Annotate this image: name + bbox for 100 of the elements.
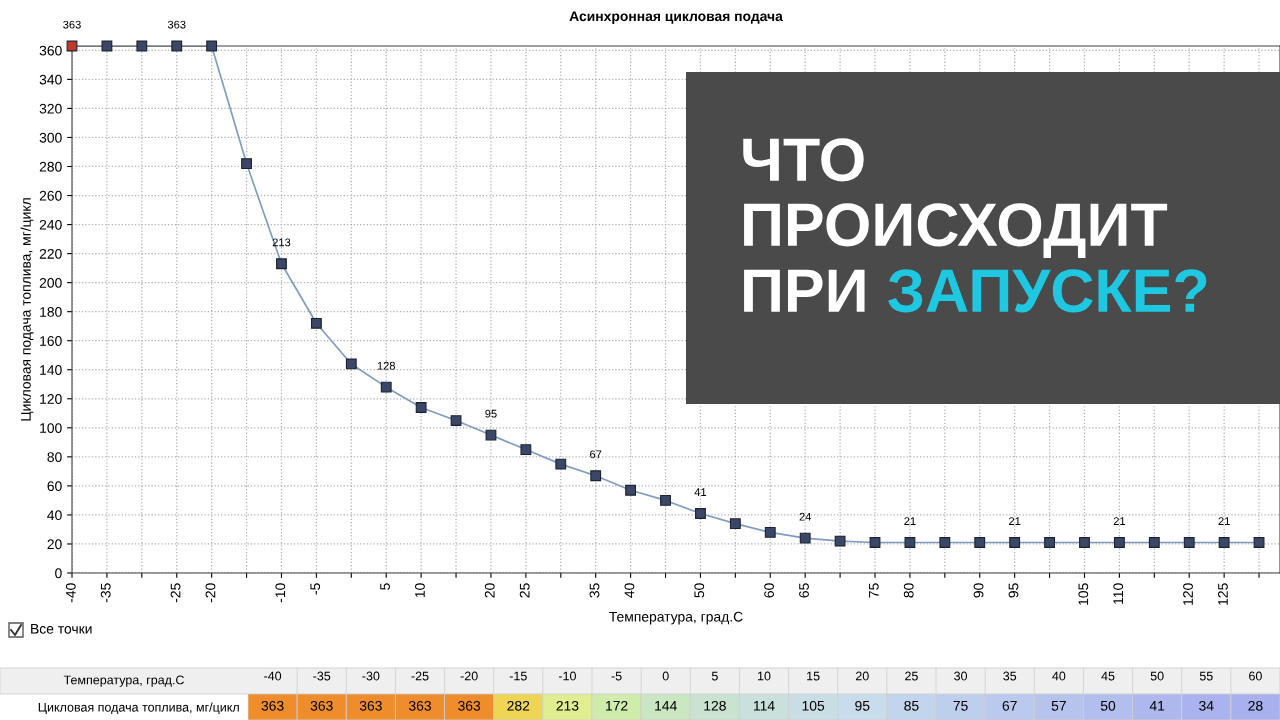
x-tick-label: 35 (1003, 671, 1017, 681)
x-tick-label: -40 (65, 583, 76, 603)
y-tick-label: 60 (47, 481, 62, 492)
y-tick-label: 20 (47, 539, 62, 550)
x-tick-label: 50 (694, 583, 705, 598)
point (904, 537, 916, 548)
y-tick-label: 100 (40, 423, 62, 433)
y-tick-label: 140 (40, 365, 62, 375)
data-label: 50 (1100, 700, 1116, 711)
point (660, 494, 671, 506)
data-label: 41 (694, 488, 707, 496)
x-tick-label: 125 (1218, 583, 1228, 605)
point (520, 444, 532, 456)
point (1148, 537, 1160, 548)
data-label: 24 (799, 512, 812, 521)
data-label: 213 (556, 700, 579, 711)
x-tick-label: -25 (411, 671, 429, 681)
y-tick-label: 360 (39, 45, 62, 56)
point (555, 458, 567, 470)
x-tick-label: 15 (807, 671, 820, 681)
point (625, 484, 637, 496)
point (206, 40, 218, 52)
data-label: 28 (1248, 700, 1263, 711)
data-label: 363 (359, 700, 382, 711)
point (974, 537, 986, 548)
data-label: 21 (1113, 517, 1126, 525)
data-label: 105 (802, 700, 825, 711)
point (241, 158, 252, 170)
point (764, 526, 776, 538)
data-label: 363 (261, 700, 284, 711)
x-tick-label: 10 (415, 583, 425, 598)
y-tick-label: 220 (39, 248, 62, 259)
point (1079, 537, 1090, 548)
point (1113, 537, 1125, 548)
y-tick-label: 40 (47, 510, 62, 521)
x-tick-label: -5 (611, 671, 622, 681)
x-tick-label: -10 (275, 583, 286, 603)
point (276, 258, 287, 270)
annotation: ЗАПУСКЕ? (888, 269, 1207, 313)
point (729, 518, 741, 530)
x-tick-label: 95 (1008, 583, 1019, 598)
x-tick-label: 40 (1052, 671, 1066, 681)
point (834, 535, 846, 547)
point (799, 532, 811, 544)
data-label: 363 (458, 700, 481, 711)
data-label: 95 (485, 409, 497, 418)
x-axis-title: Температура, град.С (609, 611, 743, 625)
data-label: 34 (1199, 700, 1214, 711)
y-tick-label: 260 (39, 190, 62, 201)
x-tick-label: 10 (758, 671, 771, 681)
x-tick-label: -15 (509, 671, 527, 681)
data-label: 363 (408, 700, 431, 711)
x-tick-label: -20 (460, 671, 478, 681)
data-label: 128 (377, 361, 396, 370)
data-label: 85 (904, 700, 919, 711)
point (310, 317, 322, 329)
x-tick-label: 20 (484, 583, 495, 598)
point (869, 537, 881, 548)
point (1044, 537, 1055, 548)
x-tick-label: -20 (205, 583, 216, 603)
point (101, 40, 113, 52)
y-tick-label: 240 (39, 219, 62, 230)
data-label: 213 (272, 238, 291, 247)
data-label: 282 (507, 700, 530, 711)
x-tick-label: 55 (1199, 671, 1213, 681)
y-tick-label: 320 (39, 103, 62, 114)
point (415, 402, 427, 413)
x-tick-label: 50 (1150, 671, 1164, 681)
data-label: 363 (63, 20, 81, 29)
point (136, 40, 148, 52)
x-tick-label: 25 (905, 671, 918, 681)
x-tick-label: 75 (869, 583, 879, 598)
data-label: 21 (1218, 517, 1230, 525)
x-tick-label: 30 (954, 671, 968, 681)
x-tick-label: 105 (1078, 583, 1089, 605)
y-tick-label: Цикловая подача топлива, мг/цикл (38, 702, 239, 715)
point (939, 537, 951, 548)
point (590, 470, 602, 482)
x-tick-label: 60 (1249, 671, 1262, 681)
point (1218, 537, 1230, 548)
x-tick-label: -35 (313, 671, 331, 681)
point (1183, 537, 1195, 548)
y-tick-label: 80 (47, 452, 62, 463)
x-tick-label: 120 (1183, 583, 1193, 605)
data-label: 41 (1149, 701, 1165, 711)
data-label: 128 (704, 700, 726, 711)
x-tick-label: -30 (362, 671, 380, 681)
y-tick-label: 340 (39, 74, 62, 85)
data-label: 114 (753, 701, 775, 711)
x-tick-label: -5 (310, 583, 321, 595)
point (1009, 537, 1021, 548)
data-label: 363 (167, 20, 186, 29)
data-label: 67 (1002, 700, 1017, 711)
x-tick-label: -40 (264, 671, 282, 681)
x-tick-label: 0 (662, 671, 669, 681)
annotation: ЧТО (743, 138, 864, 182)
x-tick-label: -35 (100, 583, 111, 603)
y-tick-label: 180 (40, 307, 62, 317)
x-tick-label: 45 (1101, 671, 1115, 681)
data-label: 144 (655, 701, 677, 711)
